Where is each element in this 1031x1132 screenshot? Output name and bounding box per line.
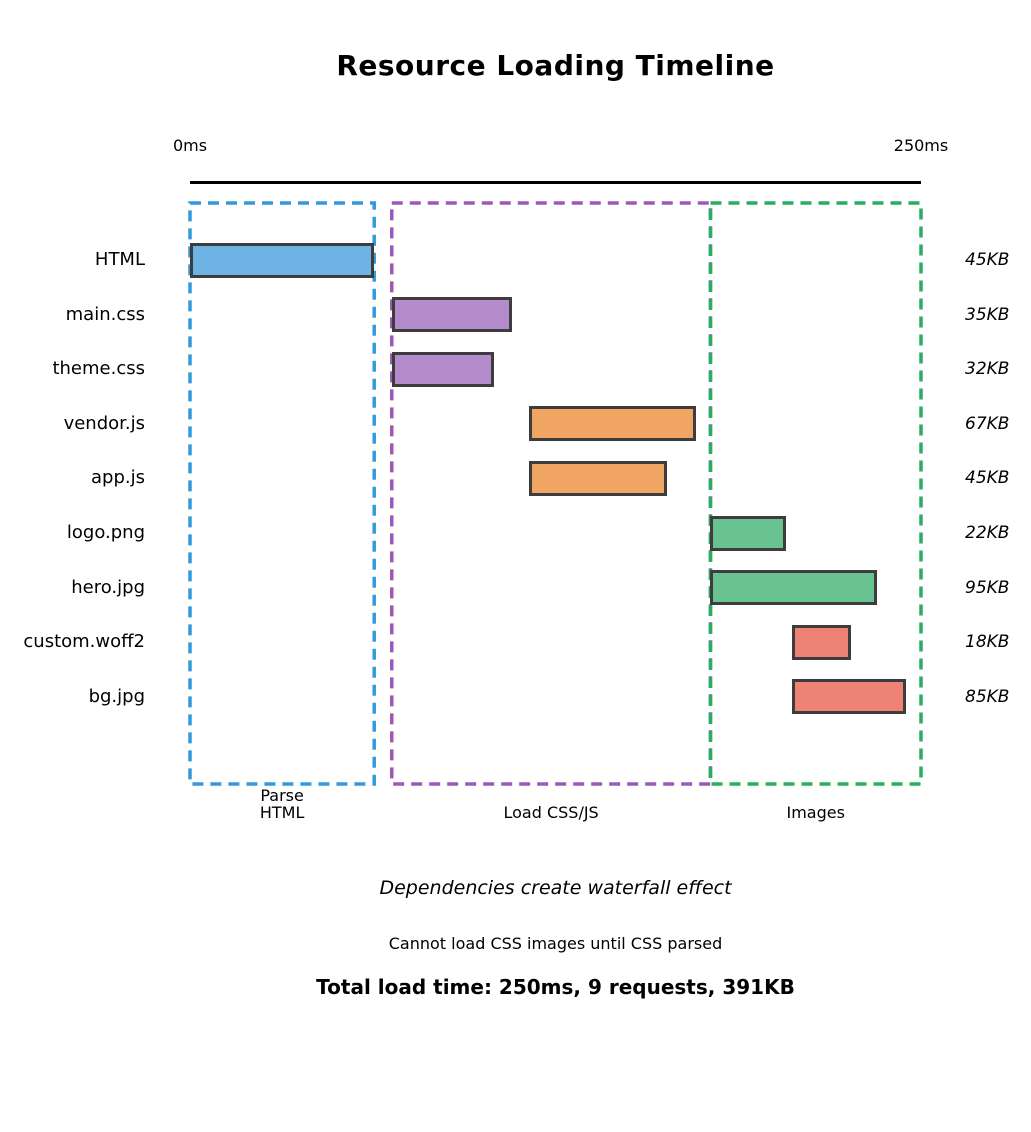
resource-bar: [391, 351, 495, 387]
resource-bar: [792, 624, 851, 660]
resource-bar: [710, 515, 787, 551]
phase-label-line: Parse: [260, 786, 304, 805]
resource-size: 22KB: [965, 523, 1010, 543]
chart-note: Cannot load CSS images until CSS parsed: [388, 934, 723, 953]
resource-size: 35KB: [965, 304, 1010, 325]
phase-label-line: HTML: [259, 802, 305, 822]
resource-label: app.js: [91, 467, 145, 489]
resource-label: theme.css: [52, 358, 145, 380]
resource-label: hero.jpg: [71, 576, 145, 598]
resource-bar: [792, 679, 907, 715]
axis-tick-end: 250ms: [893, 136, 949, 155]
phase-label-line: Load CSS/JS: [503, 802, 599, 822]
resource-bar: [529, 460, 667, 496]
resource-size: 32KB: [965, 359, 1010, 380]
resource-bar: [391, 297, 512, 333]
resource-bar: [190, 242, 375, 278]
resource-bar: [710, 570, 878, 606]
resource-size: 67KB: [965, 413, 1010, 434]
resource-size: 45KB: [965, 250, 1010, 270]
resource-size: 95KB: [965, 577, 1010, 598]
phase-box: [188, 201, 376, 786]
resource-label: custom.woff2: [23, 631, 145, 653]
chart-total: Total load time: 250ms, 9 requests, 391K…: [316, 975, 795, 999]
time-axis-line: [190, 181, 921, 184]
resource-size: 45KB: [965, 468, 1010, 489]
phase-label-line: Images: [786, 802, 845, 822]
chart-subtitle: Dependencies create waterfall effect: [379, 877, 732, 899]
resource-label: HTML: [94, 249, 145, 270]
resource-label: main.css: [65, 303, 145, 325]
resource-label: logo.png: [66, 522, 145, 543]
phase-label: Load CSS/JS: [392, 788, 711, 821]
resource-size: 85KB: [965, 686, 1010, 707]
chart-title: Resource Loading Timeline: [336, 49, 775, 82]
resource-label: bg.jpg: [88, 685, 145, 707]
phase-label: Parse HTML: [190, 786, 374, 822]
phase-label: Images: [710, 788, 921, 821]
resource-size: 18KB: [965, 632, 1010, 653]
axis-tick-start: 0ms: [172, 136, 208, 155]
resource-label: vendor.js: [63, 412, 145, 434]
resource-bar: [529, 406, 696, 442]
